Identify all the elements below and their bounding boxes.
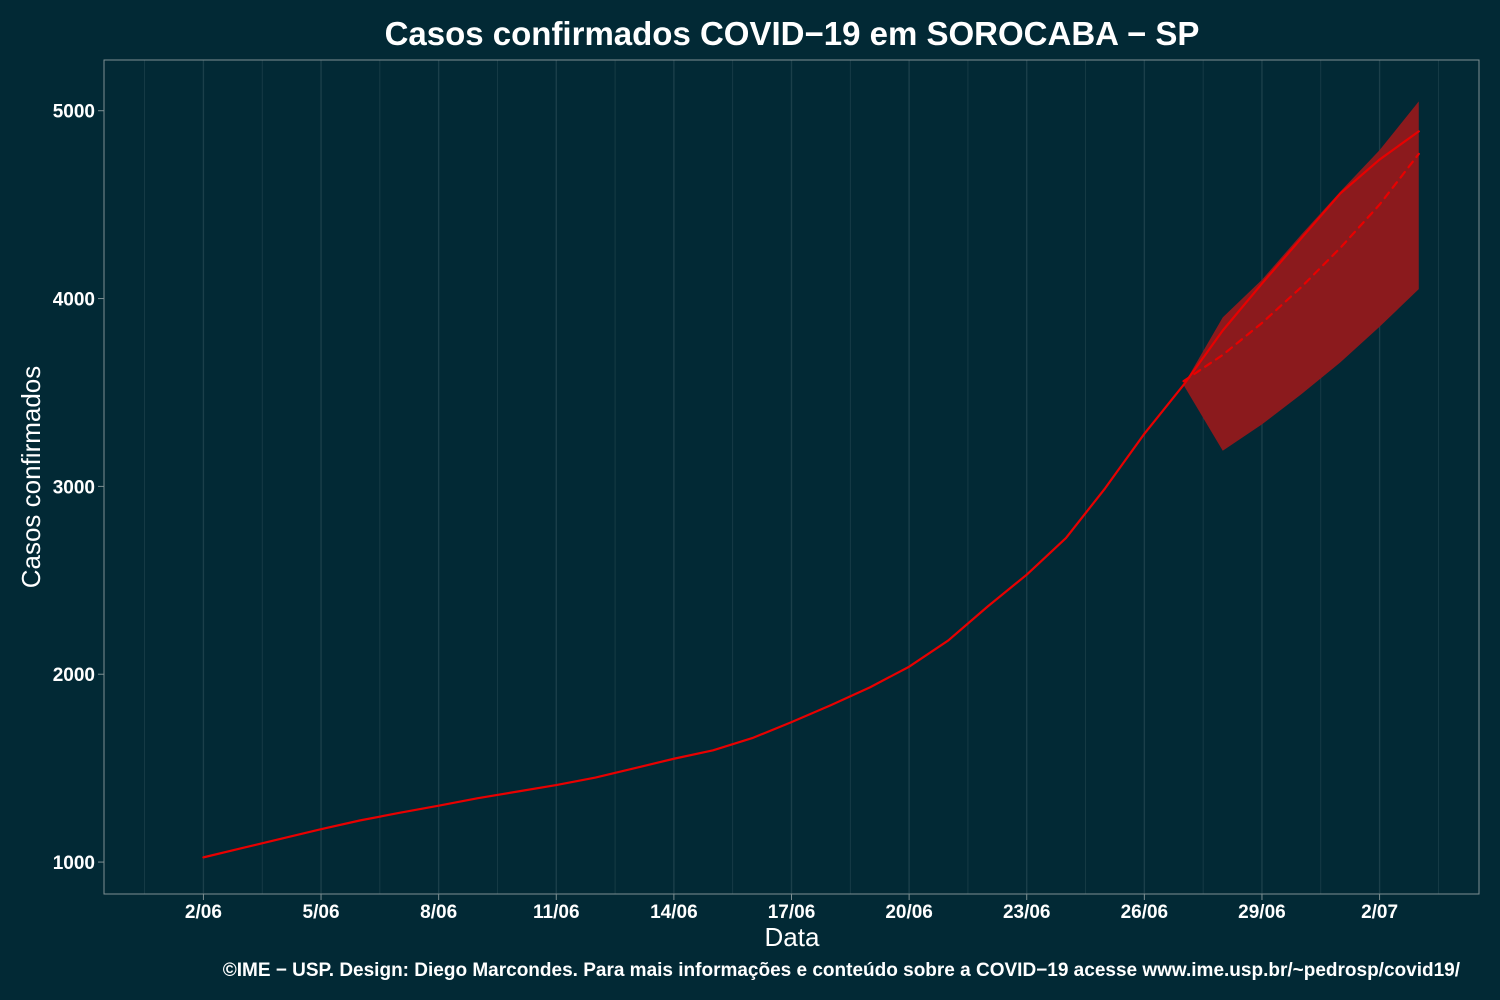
x-axis-ticks: 2/06 5/06 8/06 11/06 14/06 17/06 20/06 23/06 26/… [185, 894, 1398, 923]
y-tick-label: 3000 [53, 477, 95, 498]
x-tick-label: 20/06 [885, 902, 933, 923]
chart-caption: ©IME − USP. Design: Diego Marcondes. Par… [223, 960, 1461, 981]
x-tick-label: 8/06 [420, 902, 457, 923]
x-tick-label: 5/06 [303, 902, 340, 923]
prediction-band-layer [1183, 101, 1419, 451]
x-tick-label: 26/06 [1121, 902, 1169, 923]
x-tick-label: 2/07 [1361, 902, 1398, 923]
x-tick-label: 2/06 [185, 902, 222, 923]
y-tick-label: 5000 [53, 102, 95, 123]
x-axis-title: Data [765, 922, 820, 952]
x-tick-label: 14/06 [650, 902, 698, 923]
x-tick-label: 23/06 [1003, 902, 1051, 923]
x-tick-label: 17/06 [768, 902, 816, 923]
y-tick-label: 2000 [53, 665, 95, 686]
x-tick-label: 29/06 [1238, 902, 1286, 923]
y-axis-ticks: 1000 2000 3000 4000 5000 [53, 102, 104, 874]
series-line-projection [1182, 152, 1420, 383]
y-tick-label: 4000 [53, 290, 95, 311]
series-layer [202, 130, 1420, 859]
series-line-observed [202, 130, 1420, 859]
prediction-band [1183, 101, 1419, 451]
y-tick-label: 1000 [53, 853, 95, 874]
x-tick-label: 11/06 [533, 902, 580, 923]
chart-title: Casos confirmados COVID−19 em SOROCABA −… [385, 15, 1200, 52]
y-axis-title: Casos confirmados [16, 366, 46, 589]
